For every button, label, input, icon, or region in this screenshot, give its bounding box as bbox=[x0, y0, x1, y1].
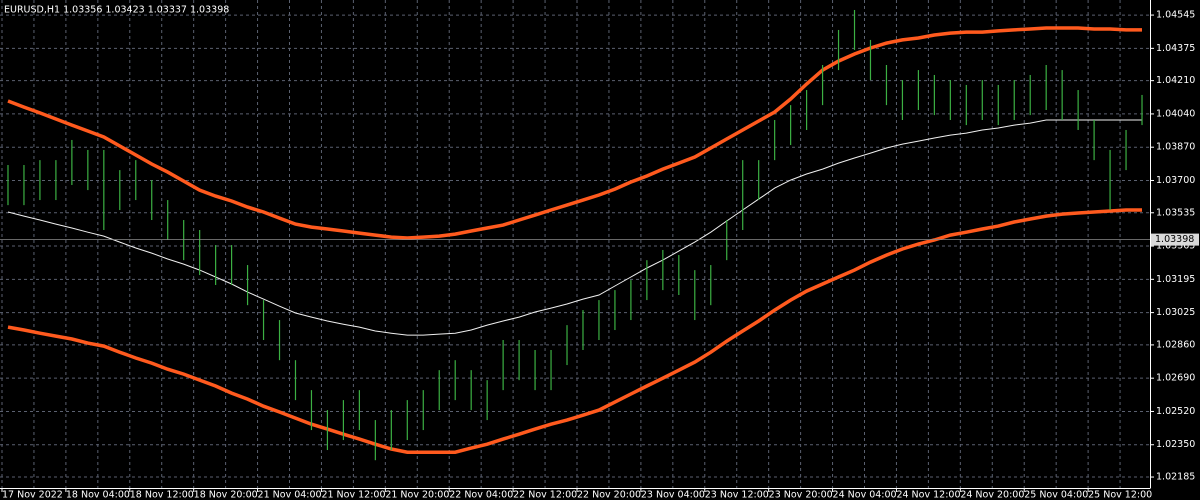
y-tick-label: 1.03535 bbox=[1156, 207, 1195, 218]
chart-title: EURUSD,H1 1.03356 1.03423 1.03337 1.0339… bbox=[4, 5, 229, 16]
x-tick-label: 24 Nov 12:00 bbox=[896, 490, 960, 500]
plot bbox=[0, 9, 1150, 461]
y-tick-label: 1.04040 bbox=[1156, 108, 1195, 119]
y-tick-label: 1.04545 bbox=[1156, 10, 1195, 21]
x-tick-label: 18 Nov 20:00 bbox=[194, 490, 258, 500]
x-tick-label: 23 Nov 12:00 bbox=[705, 490, 769, 500]
last-price-box bbox=[1151, 233, 1199, 246]
x-tick-label: 23 Nov 04:00 bbox=[641, 490, 705, 500]
last-price-label: 1.03398 bbox=[1155, 234, 1194, 245]
x-tick-label: 24 Nov 04:00 bbox=[833, 490, 897, 500]
y-tick-label: 1.03195 bbox=[1156, 274, 1195, 285]
y-tick-label: 1.04210 bbox=[1156, 75, 1195, 86]
band-line bbox=[7, 119, 1142, 336]
x-tick-label: 18 Nov 12:00 bbox=[130, 490, 194, 500]
x-tick-label: 21 Nov 12:00 bbox=[321, 490, 385, 500]
y-tick-label: 1.02860 bbox=[1156, 339, 1195, 350]
y-tick-label: 1.04375 bbox=[1156, 43, 1195, 54]
y-tick-label: 1.02690 bbox=[1156, 373, 1195, 384]
band-line bbox=[7, 208, 1142, 454]
y-tick-label: 1.02185 bbox=[1156, 472, 1195, 483]
y-tick-label: 1.02520 bbox=[1156, 406, 1195, 417]
x-tick-label: 21 Nov 20:00 bbox=[385, 490, 449, 500]
x-tick-label: 21 Nov 04:00 bbox=[258, 490, 322, 500]
x-tick-label: 24 Nov 20:00 bbox=[960, 490, 1024, 500]
x-tick-label: 22 Nov 20:00 bbox=[577, 490, 641, 500]
y-tick-label: 1.03025 bbox=[1156, 307, 1195, 318]
y-tick-label: 1.03870 bbox=[1156, 142, 1195, 153]
x-tick-label: 23 Nov 20:00 bbox=[769, 490, 833, 500]
y-tick-label: 1.03700 bbox=[1156, 175, 1195, 186]
band-line bbox=[7, 26, 1142, 240]
x-tick-label: 22 Nov 04:00 bbox=[449, 490, 513, 500]
y-tick-label: 1.02350 bbox=[1156, 439, 1195, 450]
x-tick-label: 18 Nov 04:00 bbox=[66, 490, 130, 500]
x-tick-label: 25 Nov 12:00 bbox=[1088, 490, 1152, 500]
x-tick-label: 22 Nov 12:00 bbox=[513, 490, 577, 500]
x-tick-label: 25 Nov 04:00 bbox=[1024, 490, 1088, 500]
y-tick-label: 1.03365 bbox=[1156, 241, 1195, 252]
x-tick-label: 17 Nov 2022 bbox=[2, 490, 63, 500]
